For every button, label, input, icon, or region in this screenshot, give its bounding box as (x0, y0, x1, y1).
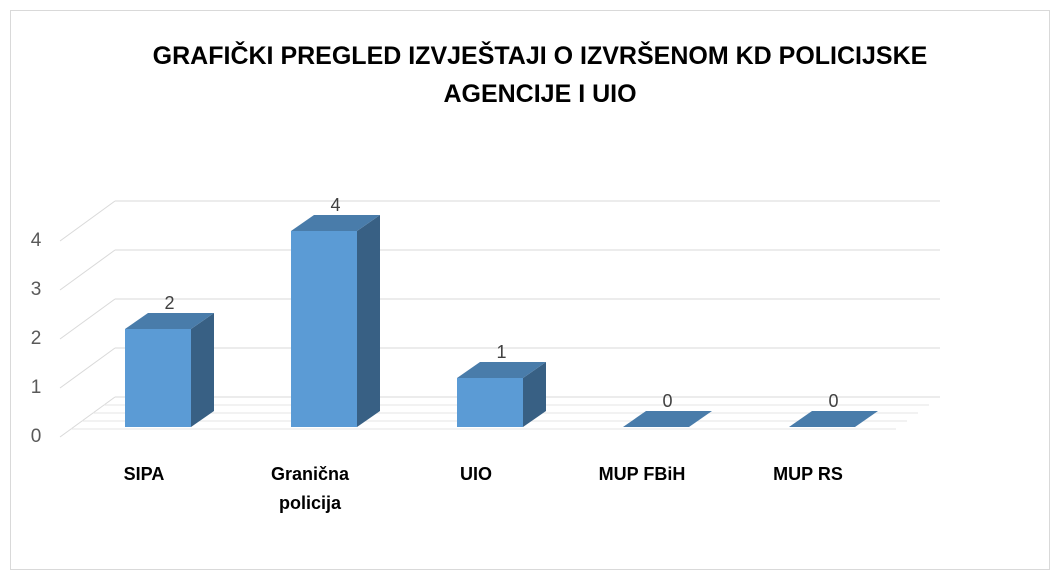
side-grid-line (59, 347, 116, 389)
bar-top (291, 215, 380, 231)
x-tick-label: Granična policija (271, 464, 350, 513)
bar-front (291, 231, 357, 427)
chart-title: GRAFIČKI PREGLED IZVJEŠTAJI O IZVRŠENOM … (153, 40, 928, 108)
bar-top (623, 411, 712, 427)
bar-side (357, 215, 380, 427)
chart-border (10, 10, 1050, 570)
x-tick-label: MUP RS (773, 464, 843, 484)
bar (457, 362, 546, 427)
x-tick-label: MUP FBiH (599, 464, 686, 484)
bar-top (789, 411, 878, 427)
side-grid-line (59, 396, 116, 438)
bar (291, 215, 380, 427)
y-tick-label: 0 (31, 426, 42, 447)
bar (125, 313, 214, 427)
side-grid-line (59, 298, 116, 340)
side-grid-line (59, 249, 116, 291)
value-label: 0 (662, 391, 672, 411)
x-tick-label: UIO (460, 464, 492, 484)
y-tick-label: 4 (31, 230, 42, 251)
bar-front (125, 329, 191, 427)
bar-front (457, 378, 523, 427)
x-tick-label: SIPA (124, 464, 165, 484)
y-tick-label: 2 (31, 328, 42, 349)
value-label: 1 (496, 342, 506, 362)
value-label: 4 (330, 195, 340, 215)
y-tick-label: 1 (31, 377, 42, 398)
value-label: 2 (164, 293, 174, 313)
side-grid-line (59, 200, 116, 242)
bar (789, 411, 878, 427)
bar-top (125, 313, 214, 329)
y-tick-label: 3 (31, 279, 42, 300)
bar-top (457, 362, 546, 378)
bar-side (523, 362, 546, 427)
value-label: 0 (828, 391, 838, 411)
bar (623, 411, 712, 427)
bar-side (191, 313, 214, 427)
